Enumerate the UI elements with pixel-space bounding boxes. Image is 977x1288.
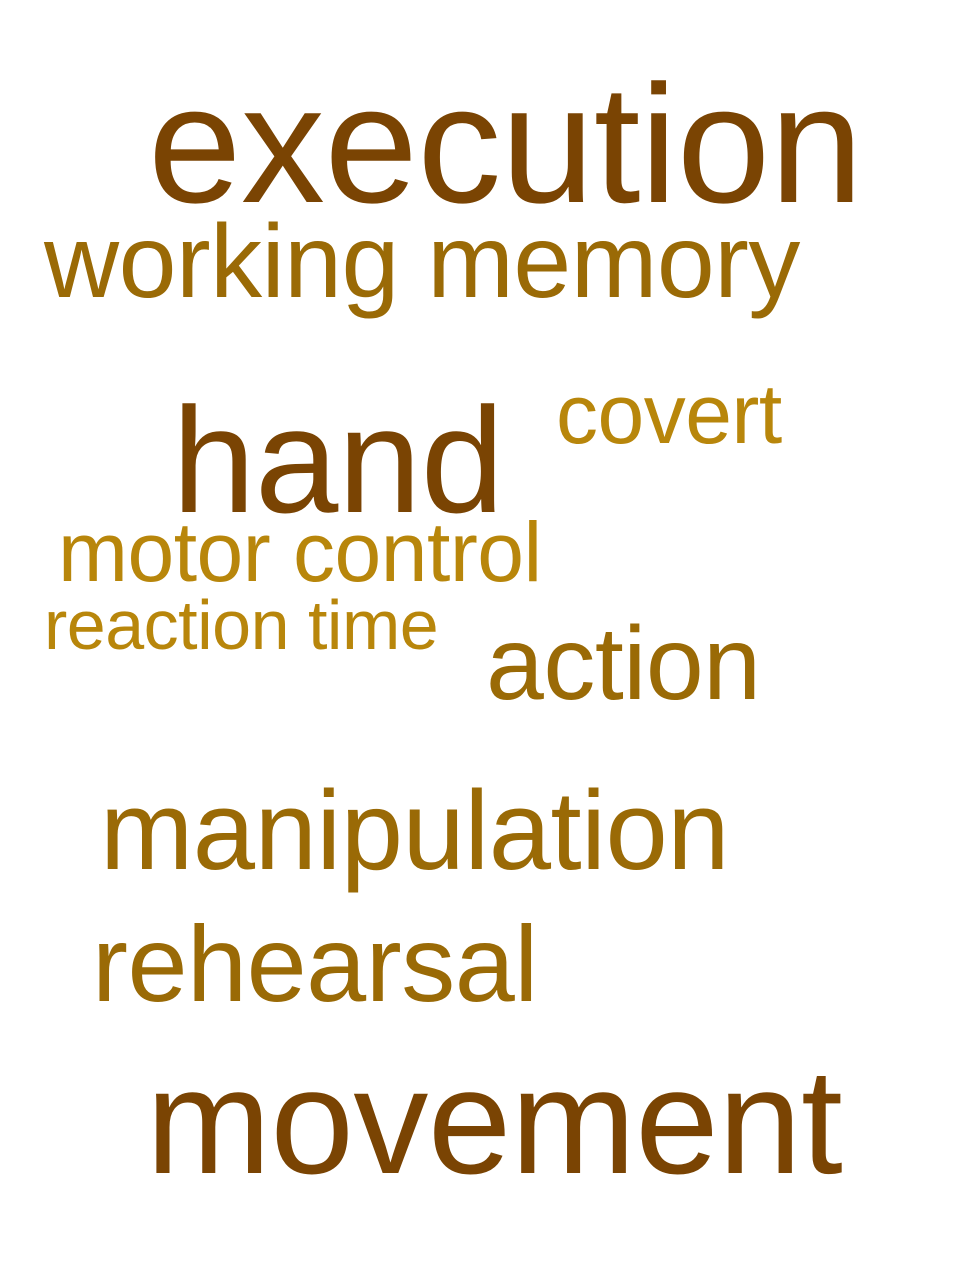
- word-action: action: [486, 606, 761, 722]
- word-motor-control: motor control: [58, 505, 542, 599]
- word-working-memory: working memory: [44, 204, 800, 320]
- word-movement: movement: [146, 1037, 843, 1205]
- word-covert: covert: [556, 367, 782, 461]
- word-rehearsal: rehearsal: [92, 903, 538, 1024]
- word-execution: execution: [148, 50, 863, 238]
- word-manipulation: manipulation: [100, 768, 730, 893]
- word-hand: hand: [172, 376, 504, 544]
- word-reaction-time: reaction time: [44, 586, 439, 664]
